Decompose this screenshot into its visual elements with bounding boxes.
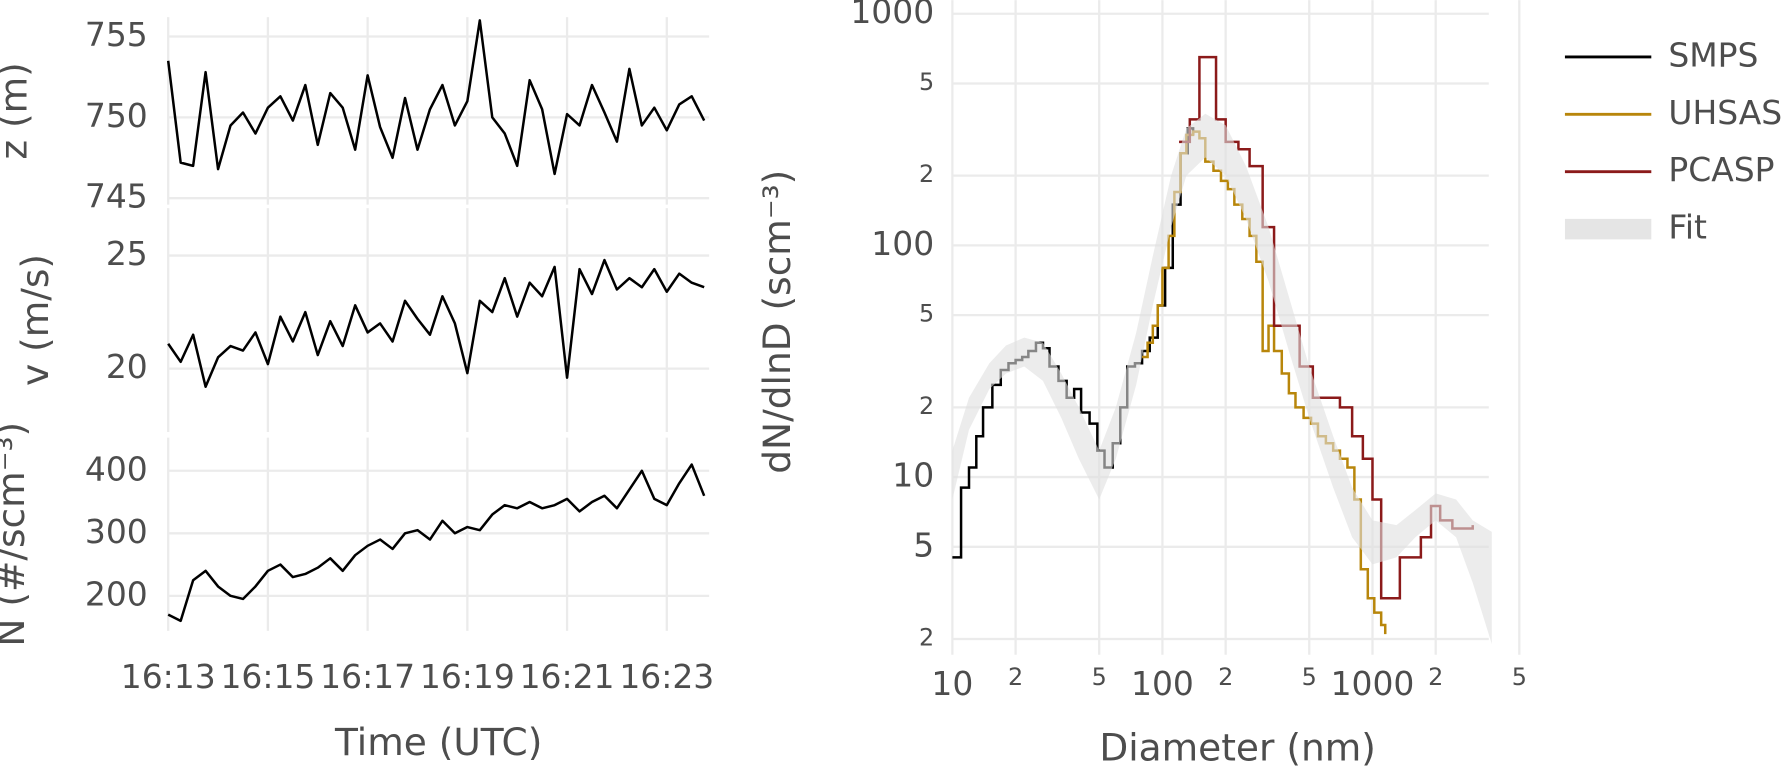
- legend-label: UHSAS: [1668, 93, 1782, 132]
- y-tick-label: 400: [85, 449, 148, 488]
- x-axis-title: Time (UTC): [334, 720, 542, 764]
- y-tick-label: 750: [85, 96, 148, 135]
- y-axis-title: dN/dlnD (scm⁻³): [755, 170, 799, 474]
- y-tick-label: 20: [106, 347, 148, 386]
- line: [167, 258, 705, 388]
- y-tick-label: 10: [892, 456, 934, 495]
- x-tick-label: 2: [1008, 663, 1023, 691]
- x-tick-label: 2: [1428, 663, 1443, 691]
- y-axis-title: v (m/s): [13, 254, 57, 386]
- y-tick-label: 745: [85, 177, 148, 216]
- y-tick-label: 5: [919, 68, 934, 96]
- y-tick-label: 100: [871, 224, 934, 263]
- y-tick-label: 200: [85, 574, 148, 613]
- y-tick-label: 5: [919, 300, 934, 328]
- y-axis-title: N (#/scm⁻³): [0, 422, 33, 647]
- x-tick-label: 5: [1512, 663, 1527, 691]
- x-tick-label: 5: [1302, 663, 1317, 691]
- y-tick-label: 1000: [850, 0, 934, 31]
- legend-label: PCASP: [1668, 150, 1774, 189]
- line: [166, 19, 706, 176]
- y-tick-label: 300: [85, 512, 148, 551]
- legend-label: SMPS: [1668, 35, 1758, 74]
- y-tick-label: 5: [913, 525, 934, 564]
- x-tick-label: 16:19: [420, 657, 515, 696]
- y-tick-label: 25: [106, 234, 148, 273]
- x-tick-label: 10: [931, 664, 973, 703]
- y-tick-label: 755: [85, 15, 148, 54]
- x-tick-label: 16:15: [220, 657, 315, 696]
- step-line: [1179, 55, 1474, 600]
- x-tick-label: 5: [1092, 663, 1107, 691]
- x-tick-label: 2: [1218, 663, 1233, 691]
- legend-label: Fit: [1668, 208, 1707, 247]
- x-tick-label: 16:23: [619, 657, 714, 696]
- fit-band: [952, 113, 1492, 645]
- y-tick-label: 2: [919, 392, 934, 420]
- line: [167, 463, 706, 623]
- x-tick-label: 16:17: [320, 657, 415, 696]
- x-tick-label: 1000: [1331, 664, 1415, 703]
- y-tick-label: 2: [919, 160, 934, 188]
- x-axis-title: Diameter (nm): [1099, 726, 1376, 770]
- y-axis-title: z (m): [0, 62, 35, 159]
- x-tick-label: 16:13: [121, 657, 216, 696]
- y-tick-label: 2: [919, 624, 934, 652]
- x-tick-label: 100: [1131, 664, 1194, 703]
- x-tick-label: 16:21: [520, 657, 615, 696]
